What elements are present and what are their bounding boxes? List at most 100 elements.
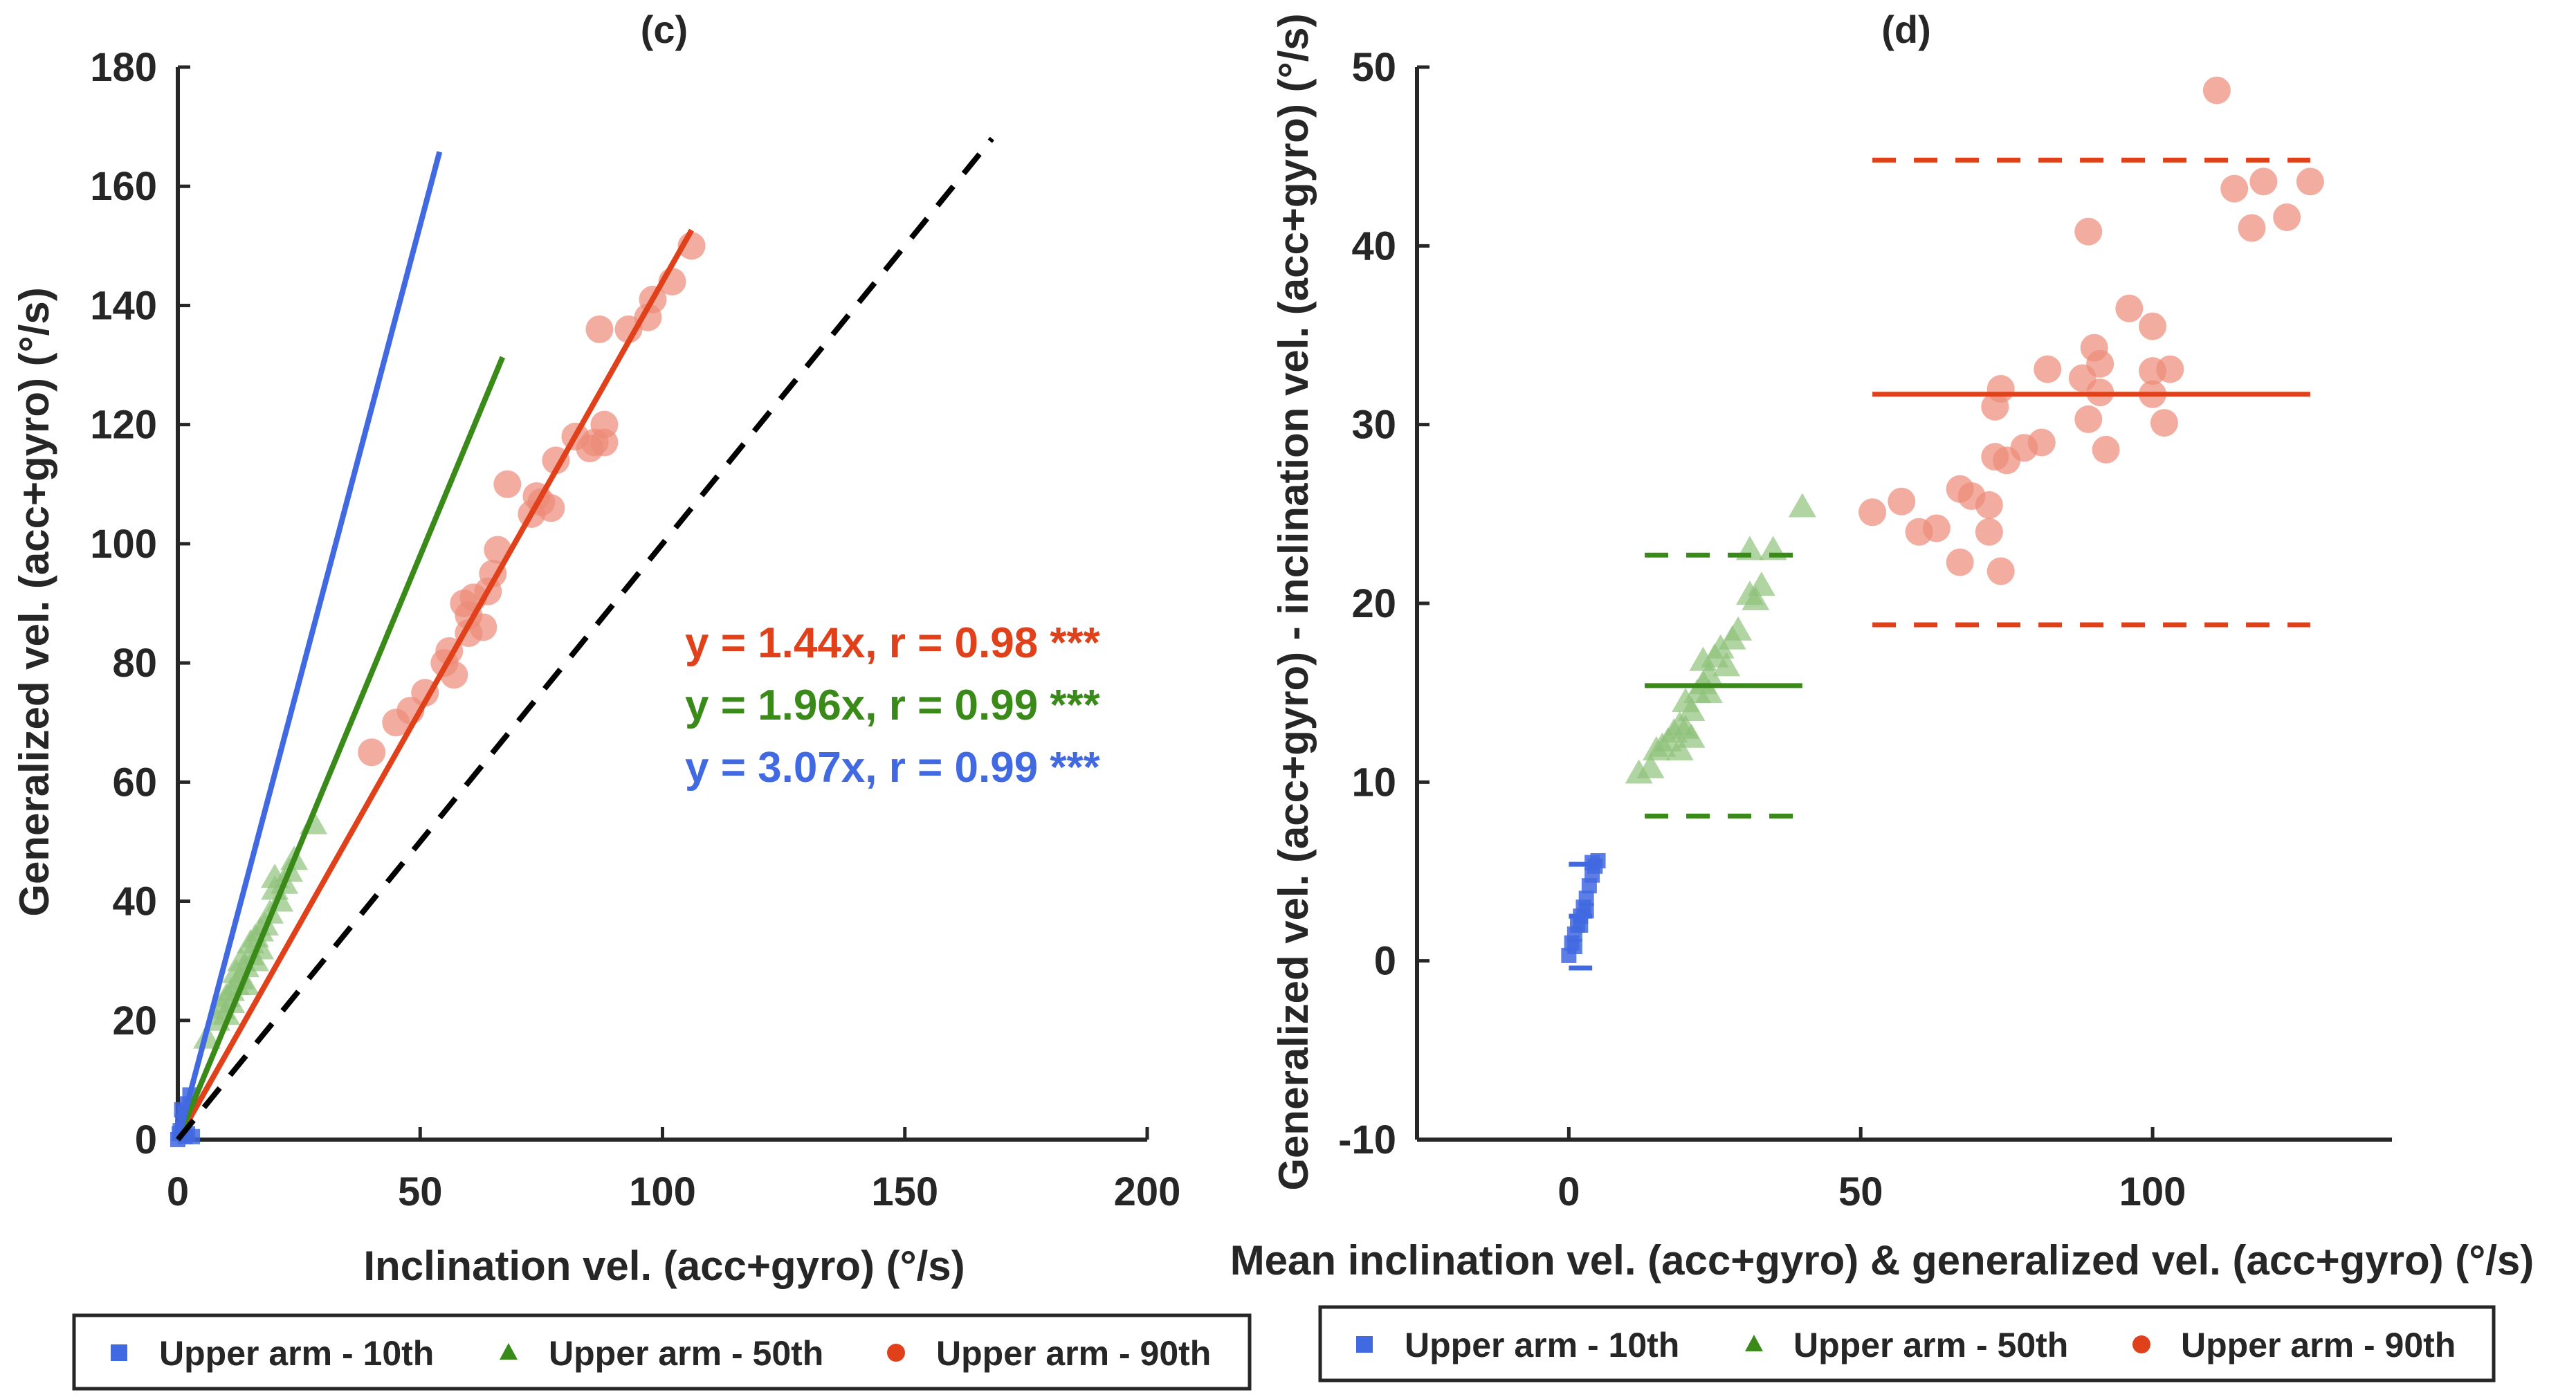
fit-line [175,228,695,1141]
y-tick-label: 80 [112,641,157,686]
panel-d: (d) Mean inclination vel. (acc+gyro) & g… [1230,8,2534,1284]
point-upper-arm-90th [537,494,565,522]
point-upper-arm-90th [2202,76,2231,104]
point-upper-arm-90th [585,315,614,343]
point-upper-arm-90th [493,470,522,498]
point-upper-arm-90th [2150,409,2178,437]
y-tick-label: 40 [1351,223,1396,268]
y-tick-label: 160 [90,164,157,209]
legend-c-box [72,1313,1252,1391]
point-upper-arm-50th [1747,572,1775,596]
y-tick-label: 100 [90,522,157,567]
point-upper-arm-10th [1573,917,1589,933]
x-tick-label: 200 [1114,1169,1181,1214]
y-tick-label: 40 [112,879,157,924]
annotation-fit-90th: y = 1.44x, r = 0.98 *** [685,619,1101,667]
point-upper-arm-50th [1788,493,1816,518]
legend-d: Upper arm - 10th Upper arm - 50th Upper … [1318,1305,2496,1382]
point-upper-arm-50th [1712,652,1741,677]
point-upper-arm-50th [1695,679,1723,704]
point-upper-arm-90th [2238,214,2266,242]
point-upper-arm-90th [1946,548,1974,576]
y-tick-label: 0 [135,1117,157,1162]
y-tick-label: 140 [90,283,157,328]
panel-c: (c) Inclination vel. (acc+gyro) (°/s) Ge… [11,8,1180,1289]
legend-d-box [1318,1305,2496,1382]
y-tick-label: 120 [90,403,157,448]
point-upper-arm-50th [1636,754,1665,778]
fit-line [175,356,506,1141]
point-upper-arm-90th [1922,514,1951,542]
point-upper-arm-10th [185,1129,201,1144]
y-tick-label: -10 [1338,1117,1396,1162]
legend-triangle-icon [500,1343,518,1360]
legend-triangle-icon [1745,1335,1763,1351]
y-tick-label: 30 [1351,403,1396,448]
fit-line [175,151,443,1141]
x-tick-label: 100 [2119,1169,2186,1214]
x-tick-label: 100 [629,1169,696,1214]
point-upper-arm-90th [2074,217,2103,246]
point-upper-arm-90th [1986,557,2015,585]
point-upper-arm-90th [2296,167,2324,196]
y-tick-label: 20 [1351,581,1396,626]
annotation-fit-10th: y = 3.07x, r = 0.99 *** [685,744,1101,792]
point-upper-arm-90th [2249,167,2278,196]
legend-circle-icon [887,1344,905,1362]
y-tick-label: 20 [112,998,157,1043]
point-upper-arm-90th [2139,312,2167,340]
legend-d-90th: Upper arm - 90th [2181,1326,2456,1364]
point-upper-arm-90th [590,428,619,457]
point-upper-arm-90th [358,738,386,767]
point-upper-arm-90th [1975,518,2003,546]
annotation-fit-50th: y = 1.96x, r = 0.99 *** [685,682,1101,729]
legend-c: Upper arm - 10th Upper arm - 50th Upper … [72,1313,1252,1391]
legend-d-50th: Upper arm - 50th [1793,1326,2068,1364]
panel-d-xlabel: Mean inclination vel. (acc+gyro) & gener… [1230,1237,2534,1284]
panel-d-ylabel: Generalized vel. (acc+gyro) - inclinatio… [1270,13,1317,1190]
x-tick-label: 0 [1558,1169,1580,1214]
x-tick-label: 50 [1838,1169,1883,1214]
point-upper-arm-50th [1695,661,1723,686]
legend-d-10th: Upper arm - 10th [1405,1326,1679,1364]
x-tick-label: 150 [871,1169,938,1214]
point-upper-arm-50th [1724,616,1753,641]
point-upper-arm-50th [1677,697,1706,721]
legend-circle-icon [2132,1335,2150,1353]
panel-d-title: (d) [1881,8,1931,51]
legend-square-icon [111,1344,127,1361]
point-upper-arm-50th [1665,736,1694,760]
point-upper-arm-50th [1677,723,1706,748]
y-tick-label: 60 [112,760,157,805]
point-upper-arm-90th [2115,294,2144,322]
point-upper-arm-50th [1742,585,1770,610]
point-upper-arm-50th [217,988,246,1013]
point-upper-arm-90th [2027,428,2056,457]
identity-line [175,136,994,1142]
panel-c-ylabel: Generalized vel. (acc+gyro) (°/s) [11,287,57,916]
y-tick-label: 10 [1351,760,1396,805]
point-upper-arm-90th [1888,487,1916,515]
legend-c-50th: Upper arm - 50th [549,1334,823,1373]
y-tick-label: 50 [1351,45,1396,90]
panel-c-xlabel: Inclination vel. (acc+gyro) (°/s) [363,1243,965,1289]
x-tick-label: 0 [167,1169,189,1214]
point-upper-arm-10th [1566,939,1582,954]
point-upper-arm-90th [2092,435,2120,464]
point-upper-arm-90th [2156,355,2184,383]
point-upper-arm-90th [2273,203,2301,231]
y-tick-label: 180 [90,45,157,90]
y-tick-label: 0 [1374,939,1396,984]
point-upper-arm-90th [1858,498,1887,527]
point-upper-arm-90th [2086,349,2114,378]
legend-square-icon [1356,1336,1373,1353]
point-upper-arm-90th [2220,174,2249,203]
legend-c-90th: Upper arm - 90th [936,1334,1211,1373]
point-upper-arm-90th [2034,355,2062,383]
panel-c-title: (c) [641,8,688,51]
point-upper-arm-10th [1578,891,1594,906]
legend-c-10th: Upper arm - 10th [159,1334,434,1373]
x-tick-label: 50 [398,1169,443,1214]
point-upper-arm-90th [2074,405,2103,433]
